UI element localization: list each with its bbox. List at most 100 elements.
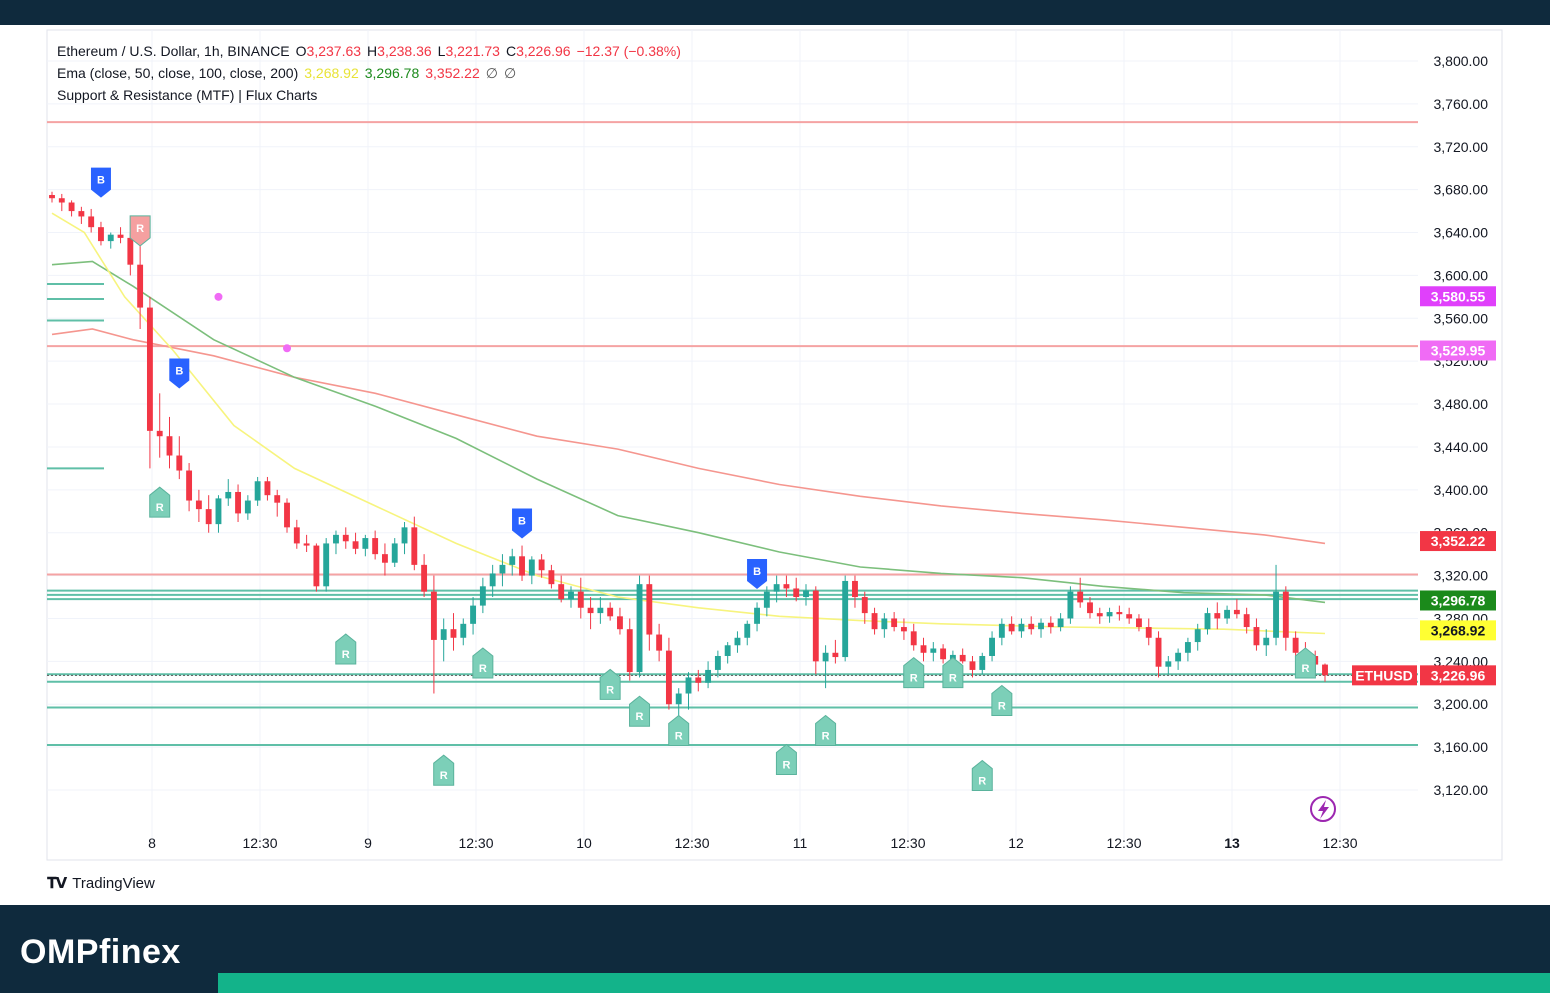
candle-body[interactable] [773,584,780,592]
candle-body[interactable] [362,538,369,549]
candle-body[interactable] [969,661,976,670]
candle-body[interactable] [489,573,496,587]
candle-body[interactable] [1057,618,1064,628]
candle-body[interactable] [910,631,917,646]
candle-body[interactable] [1204,613,1211,630]
support-retest-marker[interactable] [599,668,621,700]
candle-body[interactable] [1038,622,1044,630]
candle-body[interactable] [166,436,173,456]
candle-body[interactable] [274,495,281,503]
candle-body[interactable] [646,584,653,635]
candle-body[interactable] [1126,614,1133,619]
support-retest-marker[interactable] [991,684,1013,717]
candle-body[interactable] [597,607,604,614]
candle-body[interactable] [1224,609,1231,619]
candle-body[interactable] [832,652,839,658]
candle-body[interactable] [714,655,721,670]
support-retest-marker[interactable] [903,657,925,689]
candle-body[interactable] [930,648,937,653]
candle-body[interactable] [754,607,760,624]
chart-area[interactable]: 3,800.00 3,760.00 3,720.00 3,680.00 3,640.00… [0,25,1550,905]
candle-body[interactable] [470,605,477,624]
candle-body[interactable] [342,534,349,542]
candle-body[interactable] [460,623,467,638]
candle-body[interactable] [303,543,310,546]
candle-body[interactable] [783,584,790,589]
support-retest-marker[interactable] [971,759,993,792]
candle-body[interactable] [900,627,907,632]
support-retest-marker[interactable] [815,714,837,747]
sr-indicator-label[interactable]: Support & Resistance (MTF) | Flux Charts [57,87,318,103]
candle-body[interactable] [528,559,535,576]
candle-body[interactable] [1047,622,1054,628]
candle-body[interactable] [333,534,339,544]
candle-body[interactable] [156,430,163,437]
candle-body[interactable] [58,198,65,203]
candle-body[interactable] [881,618,888,630]
buy-marker[interactable] [747,558,768,589]
candle-body[interactable] [137,264,144,308]
ema-indicator-label[interactable]: Ema (close, 50, close, 100, close, 200) [57,65,299,81]
buy-marker[interactable] [90,167,111,198]
candle-body[interactable] [421,564,428,592]
candle-body[interactable] [724,645,731,656]
candle-body[interactable] [264,481,271,496]
symbol-title[interactable]: Ethereum / U.S. Dollar, 1h, BINANCE [57,43,290,59]
candle-body[interactable] [861,597,868,614]
candle-body[interactable] [1116,612,1123,615]
candle-body[interactable] [636,584,643,673]
candle-body[interactable] [548,570,555,585]
candle-body[interactable] [284,502,290,528]
candle-body[interactable] [1136,618,1142,628]
candle-body[interactable] [1282,591,1289,638]
candle-body[interactable] [1214,613,1221,619]
candle-body[interactable] [891,618,898,628]
candle-body[interactable] [979,655,986,670]
candle-body[interactable] [920,645,927,653]
support-retest-marker[interactable] [149,486,171,518]
candle-body[interactable] [479,586,486,606]
candle-body[interactable] [1263,637,1270,646]
resistance-break-marker[interactable] [129,215,151,247]
candle-body[interactable] [1067,591,1074,619]
candle-body[interactable] [705,669,712,683]
buy-marker[interactable] [512,508,533,539]
candle-body[interactable] [793,588,800,598]
candle-body[interactable] [78,211,85,217]
support-retest-marker[interactable] [942,657,964,689]
candle-body[interactable] [656,634,663,651]
candle-body[interactable] [352,541,359,549]
candle-body[interactable] [499,564,506,574]
candle-body[interactable] [372,538,379,555]
candle-body[interactable] [225,491,232,499]
candle-body[interactable] [1184,642,1191,653]
candle-body[interactable] [1243,614,1250,628]
candle-body[interactable] [695,677,702,683]
candle-body[interactable] [998,623,1005,638]
candle-body[interactable] [235,491,241,514]
support-retest-marker[interactable] [1294,647,1316,679]
candle-body[interactable] [254,481,261,501]
candle-body[interactable] [49,195,55,199]
candle-body[interactable] [587,607,594,614]
support-retest-marker[interactable] [629,695,651,727]
candle-body[interactable] [127,237,134,265]
lightning-icon[interactable] [1310,796,1336,822]
candle-body[interactable] [1028,623,1035,630]
candle-body[interactable] [323,543,330,587]
candle-body[interactable] [538,559,545,571]
candle-body[interactable] [675,693,682,705]
candle-body[interactable] [401,527,408,544]
candle-body[interactable] [117,234,124,238]
candle-body[interactable] [1322,664,1328,676]
candle-body[interactable] [440,629,447,640]
buy-marker[interactable] [169,358,190,389]
candle-body[interactable] [1165,661,1172,667]
candle-body[interactable] [940,648,947,660]
candle-body[interactable] [411,527,418,565]
candle-body[interactable] [382,554,388,563]
candle-body[interactable] [568,591,574,600]
candle-body[interactable] [430,591,437,640]
candle-body[interactable] [68,202,75,212]
candle-body[interactable] [842,580,849,658]
